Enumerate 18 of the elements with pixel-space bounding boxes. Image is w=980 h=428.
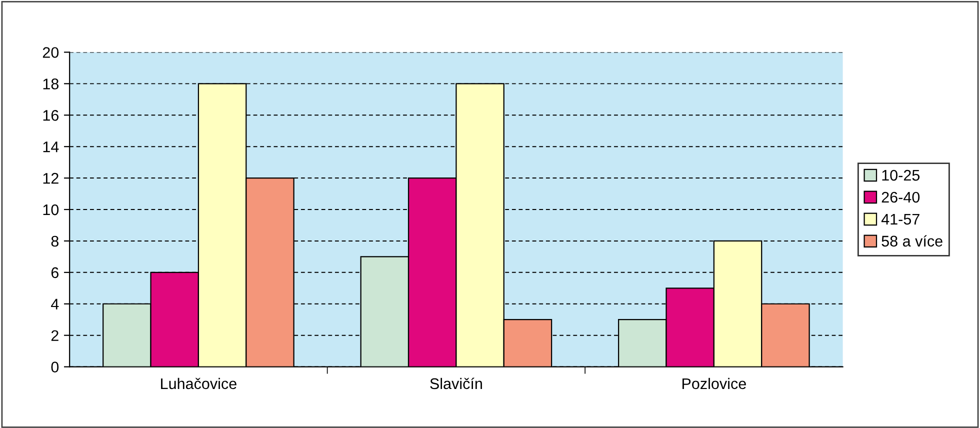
legend-label: 10-25 (882, 170, 920, 181)
y-tick-label: 14 (43, 142, 59, 152)
y-tick-label: 4 (51, 298, 59, 310)
y-tick-label: 2 (51, 330, 58, 341)
y-tick-label: 0 (51, 362, 59, 372)
y-tick-label: 20 (42, 47, 59, 58)
y-tick-label: 6 (51, 267, 58, 278)
legend-label: 26-40 (882, 192, 920, 203)
x-tick-label: Pozlovice (682, 378, 746, 390)
y-tick-label: 16 (43, 110, 58, 121)
y-tick-label: 12 (43, 172, 58, 184)
y-tick-label: 8 (51, 236, 58, 247)
legend-label: 41-57 (881, 214, 920, 225)
y-tick-label: 10 (43, 204, 59, 216)
x-tick-label: Luhačovice (161, 378, 236, 390)
legend-label: 58 a více (882, 235, 942, 247)
y-tick-label: 18 (43, 78, 58, 90)
x-tick-label: Slavičín (430, 378, 482, 390)
